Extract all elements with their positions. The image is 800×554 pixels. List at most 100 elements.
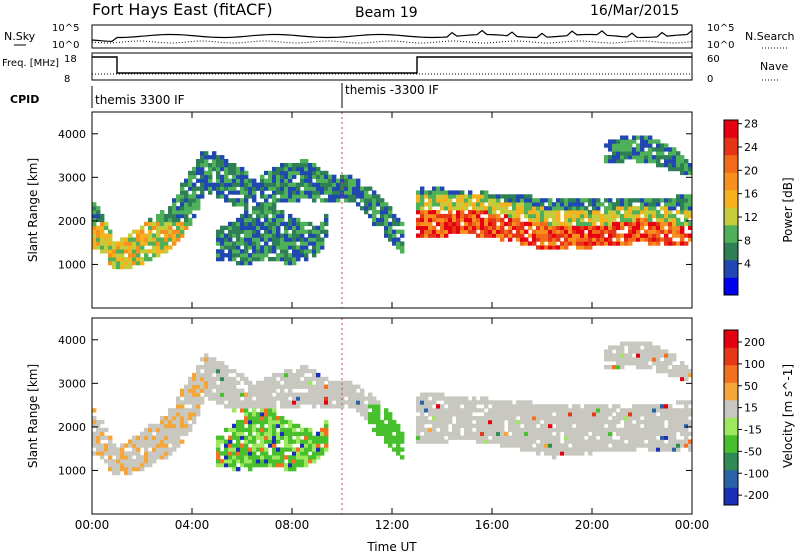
heatmap-cell: [676, 447, 681, 452]
heatmap-cell: [156, 253, 161, 258]
heatmap-cell: [464, 202, 469, 207]
heatmap-cell: [508, 404, 513, 409]
heatmap-cell: [280, 447, 285, 452]
heatmap-cell: [556, 435, 561, 440]
heatmap-cell: [384, 431, 389, 436]
heatmap-cell: [208, 155, 213, 160]
heatmap-cell: [524, 206, 529, 211]
heatmap-cell: [372, 194, 377, 199]
heatmap-cell: [688, 233, 693, 238]
heatmap-cell: [608, 435, 613, 440]
heatmap-cell: [192, 372, 197, 378]
heatmap-cell: [676, 151, 681, 156]
heatmap-cell: [156, 237, 161, 242]
heatmap-cell: [660, 229, 665, 234]
heatmap-cell: [520, 225, 525, 230]
heatmap-cell: [236, 198, 241, 203]
heatmap-cell: [604, 439, 609, 444]
heatmap-cell: [556, 217, 561, 223]
heatmap-cell: [488, 408, 493, 413]
heatmap-cell: [592, 404, 597, 409]
heatmap-cell: [588, 213, 593, 219]
heatmap-cell: [304, 443, 309, 448]
heatmap-cell: [584, 419, 589, 425]
heatmap-cell: [296, 400, 301, 405]
heatmap-cell: [128, 261, 133, 266]
heatmap-cell: [296, 237, 301, 242]
heatmap-cell: [344, 174, 349, 179]
heatmap-cell: [624, 233, 629, 238]
heatmap-cell: [608, 431, 613, 436]
heatmap-cell: [668, 357, 673, 362]
heatmap-cell: [272, 241, 277, 246]
heatmap-cell: [652, 233, 657, 238]
heatmap-cell: [220, 182, 225, 187]
heatmap-cell: [252, 245, 257, 250]
heatmap-cell: [284, 392, 289, 397]
heatmap-cell: [564, 202, 569, 207]
heatmap-cell: [464, 419, 469, 425]
heatmap-cell: [484, 233, 489, 238]
heatmap-cell: [240, 459, 245, 464]
heatmap-cell: [176, 221, 181, 227]
heatmap-cell: [504, 194, 509, 199]
heatmap-cell: [172, 416, 177, 421]
heatmap-cell: [664, 369, 669, 374]
heatmap-cell: [624, 353, 629, 358]
heatmap-cell: [420, 439, 425, 444]
heatmap-cell: [224, 376, 229, 382]
heatmap-cell: [536, 225, 541, 230]
heatmap-cell: [464, 423, 469, 429]
heatmap-cell: [352, 388, 357, 393]
heatmap-cell: [640, 135, 645, 140]
heatmap-cell: [256, 384, 261, 389]
heatmap-cell: [272, 202, 277, 207]
heatmap-cell: [248, 241, 253, 246]
heatmap-cell: [636, 423, 641, 429]
heatmap-cell: [268, 392, 273, 397]
heatmap-cell: [516, 213, 521, 219]
heatmap-cell: [628, 151, 633, 156]
heatmap-cell: [200, 186, 205, 191]
heatmap-cell: [232, 202, 237, 207]
heatmap-cell: [196, 178, 201, 183]
heatmap-cell: [240, 198, 245, 203]
heatmap-cell: [148, 423, 153, 429]
heatmap-cell: [668, 166, 673, 172]
heatmap-cell: [256, 221, 261, 227]
heatmap-cell: [348, 384, 353, 389]
heatmap-cell: [660, 349, 665, 354]
heatmap-cell: [144, 435, 149, 440]
heatmap-cell: [324, 435, 329, 440]
heatmap-cell: [288, 400, 293, 405]
heatmap-cell: [468, 419, 473, 425]
heatmap-cell: [612, 221, 617, 227]
heatmap-cell: [684, 365, 689, 370]
heatmap-cell: [248, 225, 253, 230]
heatmap-cell: [224, 447, 229, 452]
heatmap-cell: [508, 400, 513, 405]
heatmap-cell: [400, 447, 405, 452]
heatmap-cell: [684, 419, 689, 425]
heatmap-cell: [260, 408, 265, 413]
heatmap-cell: [524, 241, 529, 246]
heatmap-cell: [604, 357, 609, 362]
heatmap-cell: [256, 412, 261, 417]
heatmap-cell: [668, 217, 673, 223]
heatmap-cell: [472, 404, 477, 409]
heatmap-cell: [536, 435, 541, 440]
heatmap-cell: [584, 206, 589, 211]
heatmap-cell: [660, 155, 665, 160]
heatmap-cell: [236, 392, 241, 397]
heatmap-cell: [224, 163, 229, 168]
heatmap-cell: [636, 135, 641, 140]
heatmap-cell: [312, 190, 317, 195]
heatmap-cell: [500, 237, 505, 242]
heatmap-cell: [220, 159, 225, 164]
heatmap-cell: [520, 443, 525, 448]
heatmap-cell: [588, 217, 593, 223]
heatmap-cell: [204, 392, 209, 397]
heatmap-cell: [492, 400, 497, 405]
heatmap-cell: [104, 451, 109, 456]
